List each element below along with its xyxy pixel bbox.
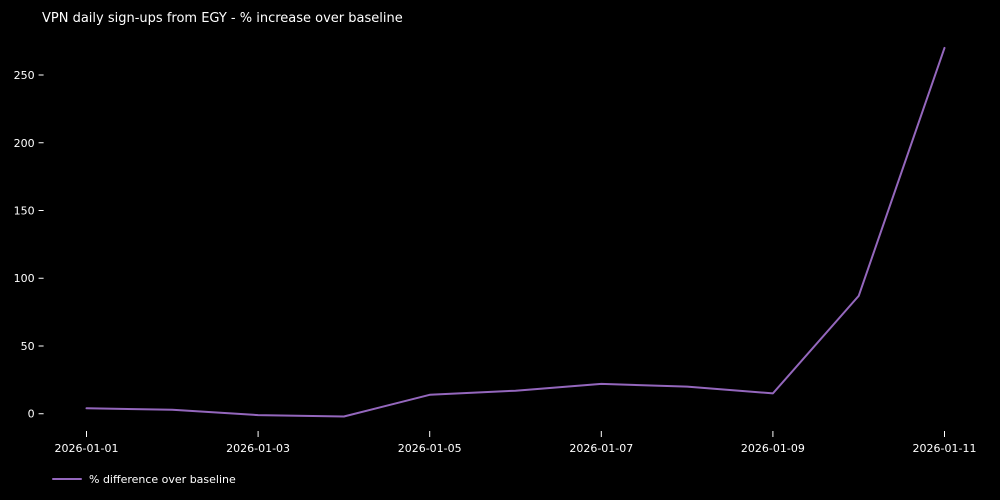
chart-title: VPN daily sign-ups from EGY - % increase… [42, 11, 403, 26]
x-tick-label: 2026-01-03 [226, 442, 290, 455]
x-tick-label: 2026-01-09 [741, 442, 805, 455]
legend-label: % difference over baseline [89, 472, 236, 486]
legend: % difference over baseline [52, 471, 236, 487]
x-tick-label: 2026-01-01 [55, 442, 119, 455]
x-tick-label: 2026-01-11 [913, 442, 977, 455]
x-tick-label: 2026-01-05 [398, 442, 462, 455]
y-tick-label: 100 [14, 272, 35, 285]
y-tick-label: 0 [28, 408, 35, 421]
y-tick-label: 250 [14, 69, 35, 82]
y-tick-label: 200 [14, 137, 35, 150]
x-tick-label: 2026-01-07 [569, 442, 633, 455]
y-tick-label: 150 [14, 204, 35, 217]
legend-line-swatch [52, 478, 82, 480]
y-tick-label: 50 [21, 340, 35, 353]
data-line [85, 46, 946, 418]
